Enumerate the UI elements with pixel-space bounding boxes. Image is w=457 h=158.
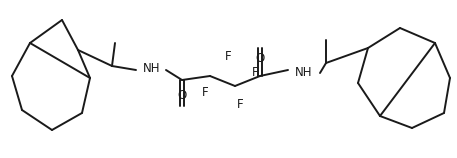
Text: F: F: [225, 49, 231, 63]
Text: O: O: [177, 89, 186, 102]
Text: NH: NH: [143, 61, 161, 75]
Text: F: F: [202, 85, 208, 98]
Text: F: F: [252, 66, 258, 79]
Text: NH: NH: [295, 66, 313, 79]
Text: F: F: [237, 97, 243, 110]
Text: O: O: [255, 52, 265, 65]
